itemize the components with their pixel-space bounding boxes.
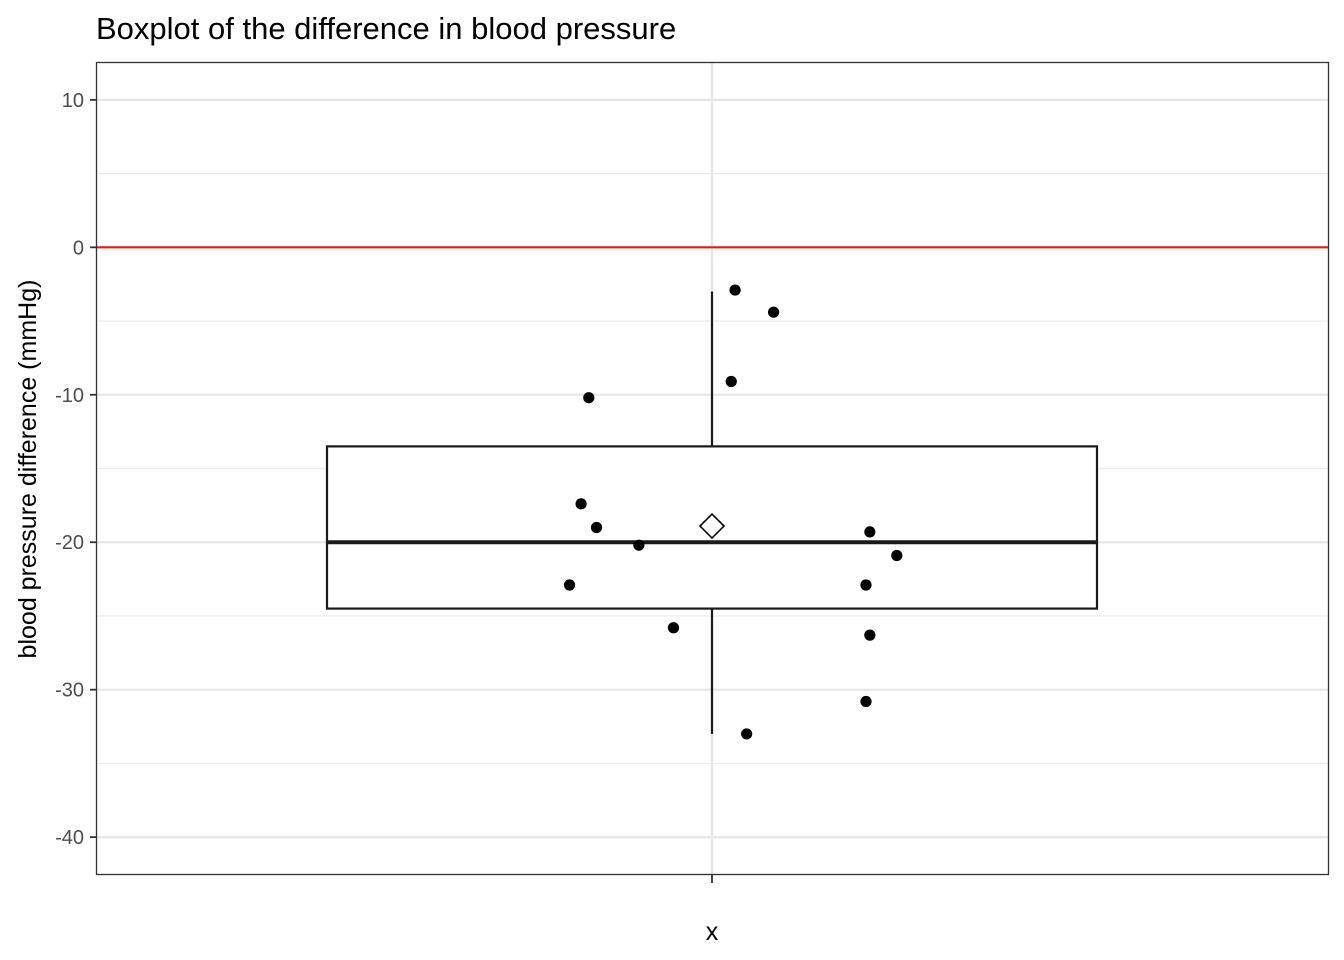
- data-point: [864, 526, 876, 538]
- y-tick-label: -30: [55, 680, 84, 702]
- y-tick-label: 10: [62, 90, 84, 112]
- y-axis-title: blood pressure difference (mmHg): [14, 280, 42, 659]
- data-point: [860, 695, 872, 708]
- y-tick-label: 0: [73, 237, 84, 259]
- data-point: [667, 622, 680, 634]
- chart-title: Boxplot of the difference in blood press…: [96, 11, 676, 46]
- data-point: [860, 579, 872, 591]
- data-point: [575, 498, 587, 510]
- data-point: [891, 549, 903, 562]
- data-point: [583, 392, 595, 404]
- data-point: [725, 375, 737, 388]
- data-point: [864, 629, 876, 641]
- data-point: [590, 521, 603, 534]
- data-point: [563, 579, 576, 591]
- data-point: [633, 539, 645, 551]
- x-axis-title: x: [706, 918, 719, 946]
- mean-marker: [698, 512, 726, 540]
- data-point: [768, 306, 780, 318]
- data-points: [563, 284, 903, 740]
- y-axis: 10 0 -10 -20 -30 -40: [55, 90, 97, 849]
- boxplot-group: [325, 291, 1099, 734]
- y-tick-label: -20: [55, 532, 84, 554]
- y-tick-label: -10: [55, 385, 84, 407]
- y-tick-label: -40: [55, 827, 84, 849]
- data-point: [741, 728, 753, 740]
- data-point: [729, 284, 741, 296]
